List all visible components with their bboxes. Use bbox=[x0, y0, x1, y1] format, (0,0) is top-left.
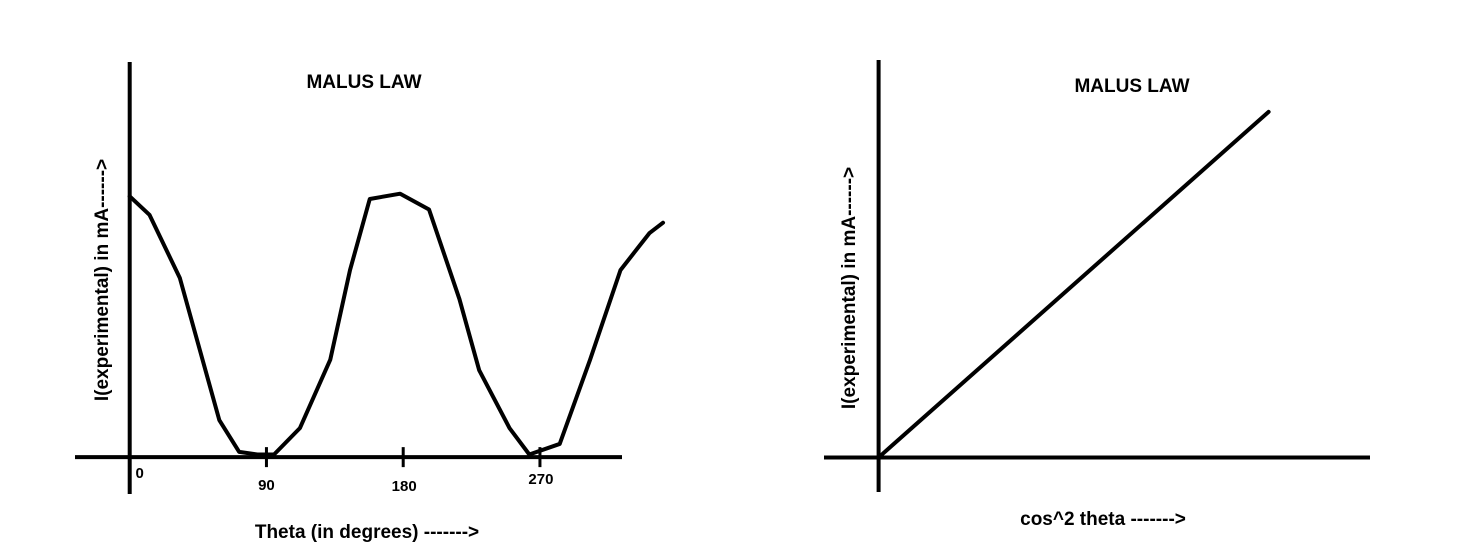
y-axis-label: I(experimental) in mA------> bbox=[839, 167, 860, 409]
data-line bbox=[127, 191, 666, 457]
y-axis-label: I(experimental) in mA------> bbox=[92, 159, 113, 401]
data-line bbox=[876, 109, 1271, 460]
x-tick-label: 270 bbox=[528, 471, 553, 488]
x-tick-label: 0 bbox=[136, 465, 144, 482]
x-axis-label: cos^2 theta -------> bbox=[1020, 509, 1186, 530]
chart-title: MALUS LAW bbox=[1074, 76, 1189, 97]
x-tick-label: 180 bbox=[392, 478, 417, 495]
x-tick-label: 90 bbox=[258, 477, 275, 494]
x-axis-label: Theta (in degrees) -------> bbox=[255, 522, 479, 543]
chart-title: MALUS LAW bbox=[306, 72, 421, 93]
